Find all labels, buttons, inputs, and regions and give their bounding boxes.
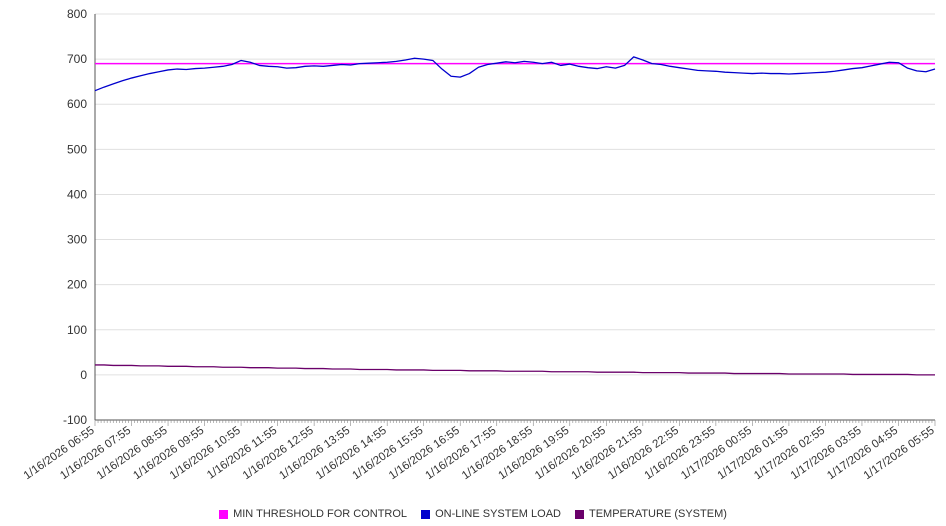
legend-item-system-load: ON-LINE SYSTEM LOAD	[421, 508, 561, 520]
y-tick-label: 500	[67, 142, 87, 156]
x-axis-labels: 1/16/2026 06:551/16/2026 07:551/16/2026 …	[22, 425, 937, 483]
axes	[94, 14, 935, 421]
y-tick-label: 100	[67, 323, 87, 337]
legend-swatch-temperature	[574, 509, 584, 519]
legend-label-temperature: TEMPERATURE (SYSTEM)	[588, 508, 727, 520]
y-tick-label: 200	[67, 278, 87, 292]
y-axis-labels: -100 0 100 200 300 400 500 600 700 800	[63, 7, 87, 427]
legend-item-min-threshold: MIN THRESHOLD FOR CONTROL	[219, 508, 407, 520]
y-tick-label: 400	[67, 187, 87, 201]
y-tick-label: 300	[67, 233, 87, 247]
series-on-line-system-load	[94, 56, 936, 92]
line-chart: -100 0 100 200 300 400 500 600 700 800 1/16/2026 0…	[22, 7, 937, 483]
legend-item-temperature: TEMPERATURE (SYSTEM)	[574, 508, 727, 520]
x-axis-ticks	[94, 420, 936, 426]
legend-swatch-min-threshold	[219, 509, 229, 519]
series-temperature-system	[95, 364, 935, 376]
chart-legend: MIN THRESHOLD FOR CONTROL ON-LINE SYSTEM…	[0, 508, 946, 520]
series-lines	[94, 56, 936, 376]
y-tick-label: -100	[63, 413, 87, 427]
legend-label-min-threshold: MIN THRESHOLD FOR CONTROL	[233, 508, 408, 520]
legend-label-system-load: ON-LINE SYSTEM LOAD	[435, 508, 561, 520]
y-tick-label: 600	[67, 97, 87, 111]
gridlines	[95, 13, 935, 421]
y-tick-label: 700	[67, 52, 87, 66]
y-tick-label: 0	[80, 368, 87, 382]
y-tick-label: 800	[67, 7, 87, 21]
legend-swatch-system-load	[421, 509, 431, 519]
